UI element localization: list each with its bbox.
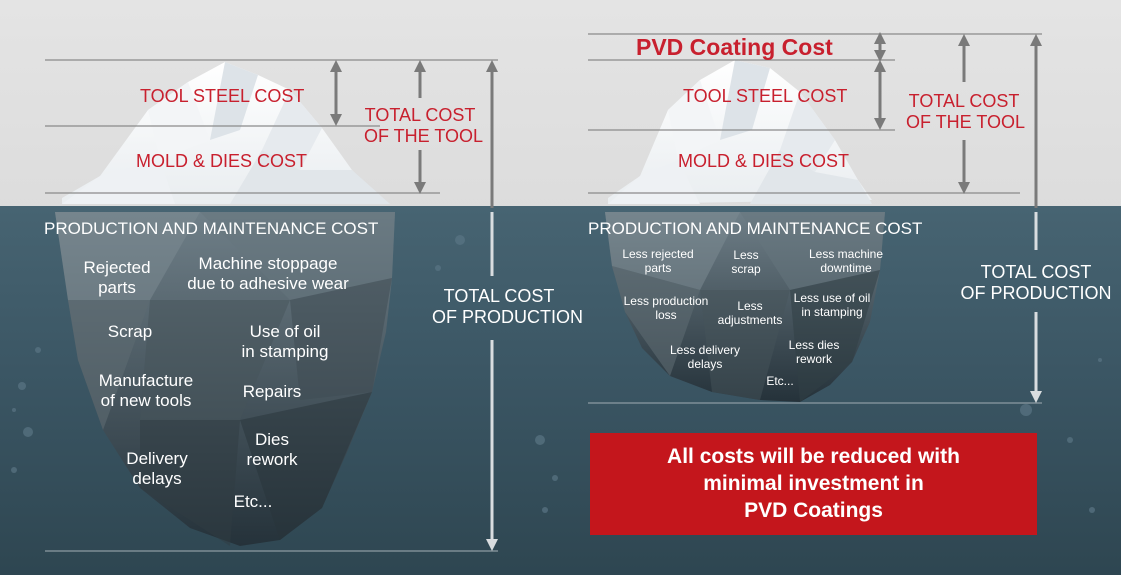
right-item-etc: Etc... <box>766 374 794 388</box>
right-item-dies-line-1: Less dies <box>788 338 840 352</box>
left-item-dies-line-1: Dies <box>254 430 289 449</box>
right-item-delivery-line-2: delays <box>687 356 723 371</box>
right-item-dies-line-2: rework <box>795 351 832 366</box>
left-item-repairs: Repairs <box>242 382 302 401</box>
left-arrows <box>330 60 498 551</box>
left-item-rejected: Rejected parts <box>70 258 164 297</box>
left-item-oil-line-2: in stamping <box>241 341 329 361</box>
underwater-guide-lines <box>45 402 1042 552</box>
right-item-downtime-line-1: Less machine <box>808 247 884 261</box>
right-item-rejected: Less rejected parts <box>612 247 704 276</box>
left-tool-steel-label: TOOL STEEL COST <box>140 86 305 106</box>
right-total-tool-label: TOTAL COST OF THE TOOL <box>906 91 1026 132</box>
right-item-adjustments-line-1: Less <box>737 299 763 313</box>
left-total-production-line-1: TOTAL COST <box>443 286 555 306</box>
left-total-tool-label: TOTAL COST OF THE TOOL <box>364 105 484 146</box>
left-item-rejected-line-2: parts <box>98 277 136 297</box>
left-item-delivery-line-2: delays <box>132 468 182 488</box>
right-total-tool-line-1: TOTAL COST <box>908 91 1020 111</box>
right-iceberg <box>605 60 885 402</box>
right-item-downtime: Less machine downtime <box>798 247 894 276</box>
left-item-rejected-line-1: Rejected <box>83 258 151 277</box>
right-mold-dies-label: MOLD & DIES COST <box>678 151 850 171</box>
pvd-savings-banner: All costs will be reduced with minimal i… <box>590 433 1037 535</box>
left-item-manufacture-line-1: Manufacture <box>98 371 194 390</box>
left-mold-dies-label: MOLD & DIES COST <box>136 151 308 171</box>
banner-text-line-1: All costs will be reduced with <box>667 445 960 468</box>
right-item-scrap: Less scrap <box>718 248 774 277</box>
left-item-stoppage-line-2: due to adhesive wear <box>187 273 349 293</box>
right-item-adjustments: Less adjustments <box>708 299 792 328</box>
right-item-delivery-line-1: Less delivery <box>669 343 741 357</box>
right-tool-steel-label: TOOL STEEL COST <box>683 86 848 106</box>
left-below-heading: PRODUCTION AND MAINTENANCE COST <box>44 219 379 238</box>
right-arrows <box>874 31 1042 403</box>
right-item-dies: Less dies rework <box>778 338 850 367</box>
bubbles <box>11 235 1102 513</box>
pvd-coating-cost-title: PVD Coating Cost <box>636 34 833 60</box>
right-item-oil: Less use of oil in stamping <box>784 291 880 320</box>
left-total-production-label: TOTAL COST OF PRODUCTION <box>432 286 583 327</box>
right-item-production-loss-line-1: Less production <box>623 294 709 308</box>
left-item-dies-line-2: rework <box>246 449 298 469</box>
right-item-downtime-line-2: downtime <box>820 260 872 275</box>
banner-text-line-2: minimal investment in <box>703 472 924 495</box>
right-item-oil-line-1: Less use of oil <box>793 291 871 305</box>
left-item-manufacture: Manufacture of new tools <box>86 371 206 410</box>
left-item-dies: Dies rework <box>232 430 312 469</box>
right-item-rejected-line-1: Less rejected <box>622 247 694 261</box>
left-item-manufacture-line-2: of new tools <box>100 390 192 410</box>
right-item-production-loss: Less production loss <box>614 294 718 323</box>
left-total-production-line-2: OF PRODUCTION <box>432 306 583 327</box>
left-item-stoppage: Machine stoppage due to adhesive wear <box>170 254 366 293</box>
banner-text-line-3: PVD Coatings <box>744 499 883 522</box>
banner-text: All costs will be reduced with minimal i… <box>590 443 1037 524</box>
left-item-delivery-line-1: Delivery <box>126 449 188 468</box>
left-item-etc: Etc... <box>233 492 273 511</box>
right-item-delivery: Less delivery delays <box>656 343 754 372</box>
left-item-delivery: Delivery delays <box>112 449 202 488</box>
right-below-heading: PRODUCTION AND MAINTENANCE COST <box>588 219 923 238</box>
left-item-scrap: Scrap <box>107 322 153 341</box>
left-item-oil-line-1: Use of oil <box>249 322 321 341</box>
left-iceberg <box>55 62 395 546</box>
right-total-production-line-2: OF PRODUCTION <box>960 282 1112 303</box>
left-total-tool-line-1: TOTAL COST <box>364 105 476 125</box>
left-item-oil: Use of oil in stamping <box>230 322 340 361</box>
right-item-oil-line-2: in stamping <box>801 304 863 319</box>
right-total-production-label: TOTAL COST OF PRODUCTION <box>960 262 1112 303</box>
right-item-rejected-line-2: parts <box>644 260 672 275</box>
right-item-scrap-line-1: Less <box>733 248 759 262</box>
right-item-scrap-line-2: scrap <box>731 261 761 276</box>
left-item-stoppage-line-1: Machine stoppage <box>198 254 338 273</box>
right-item-production-loss-line-2: loss <box>655 307 677 322</box>
right-item-adjustments-line-2: adjustments <box>717 312 783 327</box>
right-total-tool-line-2: OF THE TOOL <box>906 111 1026 132</box>
left-total-tool-line-2: OF THE TOOL <box>364 125 484 146</box>
right-total-production-line-1: TOTAL COST <box>980 262 1092 282</box>
